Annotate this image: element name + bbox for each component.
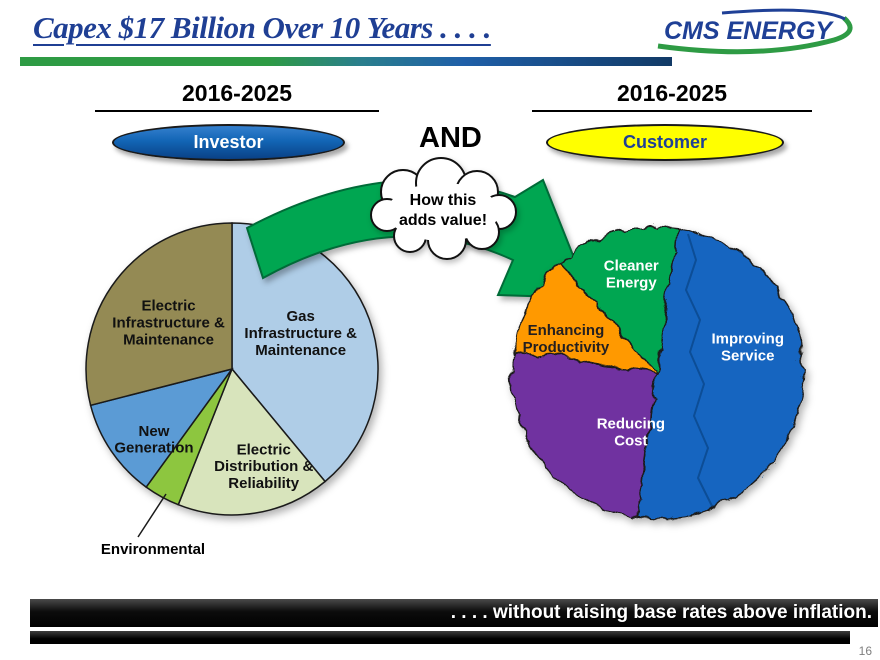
pie-slice-new-generation [89, 367, 234, 489]
cms-energy-logo-graphic: CMS ENERGY [657, 8, 853, 55]
pie-label: Enhancing Productivity [523, 322, 610, 356]
footer-banner-secondary [30, 631, 850, 644]
customer-pie-labels: Improving Service Reducing Cost Enhancing Pro… [523, 258, 784, 450]
customer-badge: Customer [546, 124, 784, 161]
footer-text: . . . . without raising base rates above… [450, 602, 872, 623]
investor-pie-labels: Gas Infrastructure & Maintenance Electric Di… [112, 298, 357, 492]
pie-slice-enhancing-productivity [509, 261, 657, 372]
customer-pie [508, 223, 802, 517]
pie-label: Reducing Cost [597, 416, 665, 450]
pie-slice-cleaner-energy [555, 223, 677, 372]
pie-label: Improving Service [711, 330, 784, 364]
logo-text: CMS ENERGY [664, 17, 834, 45]
pie-label: New Generation [114, 423, 193, 457]
footer-banner: . . . . without raising base rates above… [30, 599, 878, 627]
thought-cloud-icon [370, 157, 517, 260]
pie-label: Electric Distribution & Reliability [214, 441, 313, 492]
cloud-text: How this adds value! [398, 192, 488, 229]
torn-seam [684, 233, 713, 507]
investor-pie [85, 222, 379, 516]
pie-label: Cleaner Energy [604, 258, 659, 292]
investor-badge: Investor [112, 124, 345, 161]
title-underline-bar [20, 57, 672, 66]
page-number: 16 [858, 644, 872, 658]
pie-slice-improving-service [633, 224, 802, 517]
customer-pie-shadow [508, 223, 802, 517]
cms-energy-logo: CMS ENERGY [652, 6, 868, 58]
environmental-label: Environmental [100, 541, 206, 558]
slide-title: Capex $17 Billion Over 10 Years . . . . [33, 10, 491, 45]
logo-arc-icon [721, 8, 846, 21]
pie-slice-electric-infrastructure-maintenance [85, 222, 233, 407]
pie-label: Gas Infrastructure & Maintenance [244, 308, 357, 359]
logo-swoosh-icon [657, 16, 853, 55]
investor-period-heading: 2016-2025 [95, 80, 379, 112]
and-label: AND [419, 122, 482, 154]
pie-slice-reducing-cost [508, 348, 656, 516]
pie-label: Electric Infrastructure & Maintenance [112, 298, 225, 349]
pie-slice-electric-distribution-reliability [177, 367, 327, 516]
customer-period-heading: 2016-2025 [532, 80, 812, 112]
environmental-leader-line [137, 493, 167, 538]
